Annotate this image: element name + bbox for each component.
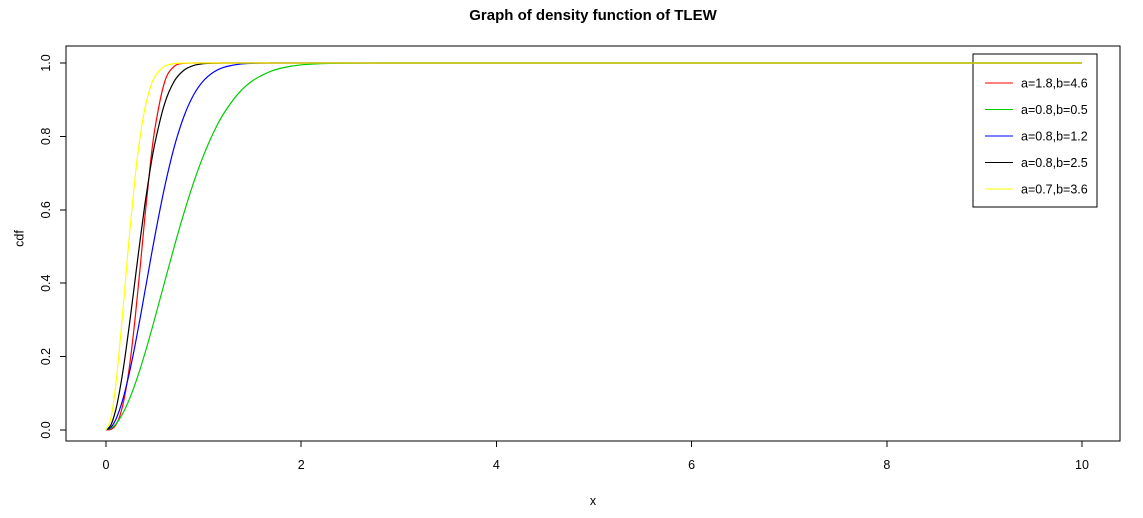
legend-entry: a=0.8,b=0.5 [985, 103, 1088, 117]
y-tick-label: 1.0 [39, 54, 53, 71]
x-axis-title: x [589, 494, 597, 508]
y-tick-label: 0.6 [39, 201, 53, 218]
legend-label: a=0.7,b=3.6 [1021, 183, 1088, 197]
x-tick-label: 10 [1075, 458, 1089, 472]
y-axis-title: cdf [12, 230, 27, 247]
curve-series-4-a-0.7-b-3.6 [105, 62, 1082, 431]
legend-label: a=0.8,b=0.5 [1021, 103, 1088, 117]
x-tick-label: 2 [298, 458, 305, 472]
x-tick-label: 0 [103, 458, 110, 472]
y-tick-label: 0.4 [39, 274, 53, 291]
curve-series-3-a-0.8-b-2.5 [105, 62, 1082, 431]
legend-box [972, 53, 1098, 208]
legend-label: a=1.8,b=4.6 [1021, 77, 1088, 91]
legend-label: a=0.8,b=2.5 [1021, 156, 1088, 170]
y-tick-label: 0.2 [39, 348, 53, 365]
y-tick-label: 0.8 [39, 128, 53, 145]
legend-entry: a=0.8,b=1.2 [985, 130, 1088, 144]
legend-entry: a=0.7,b=3.6 [985, 183, 1088, 197]
y-tick-label: 0.0 [39, 421, 53, 438]
legend-label: a=0.8,b=1.2 [1021, 130, 1088, 144]
legend-entry: a=1.8,b=4.6 [985, 77, 1088, 91]
x-tick-label: 8 [883, 458, 890, 472]
chart-title: Graph of density function of TLEW [469, 7, 717, 24]
curve-series-2-a-0.8-b-1.2 [105, 62, 1082, 431]
legend: a=1.8,b=4.6 a=0.8,b=0.5 a=0.8,b=1.2 a=0.8,b… [972, 53, 1098, 208]
curve-series-0-a-1.8-b-4.6 [105, 62, 1082, 431]
plot-box [65, 45, 1121, 442]
legend-entry: a=0.8,b=2.5 [985, 156, 1088, 170]
x-tick-label: 6 [688, 458, 695, 472]
curve-series-1-a-0.8-b-0.5 [105, 62, 1082, 431]
x-tick-label: 4 [493, 458, 500, 472]
